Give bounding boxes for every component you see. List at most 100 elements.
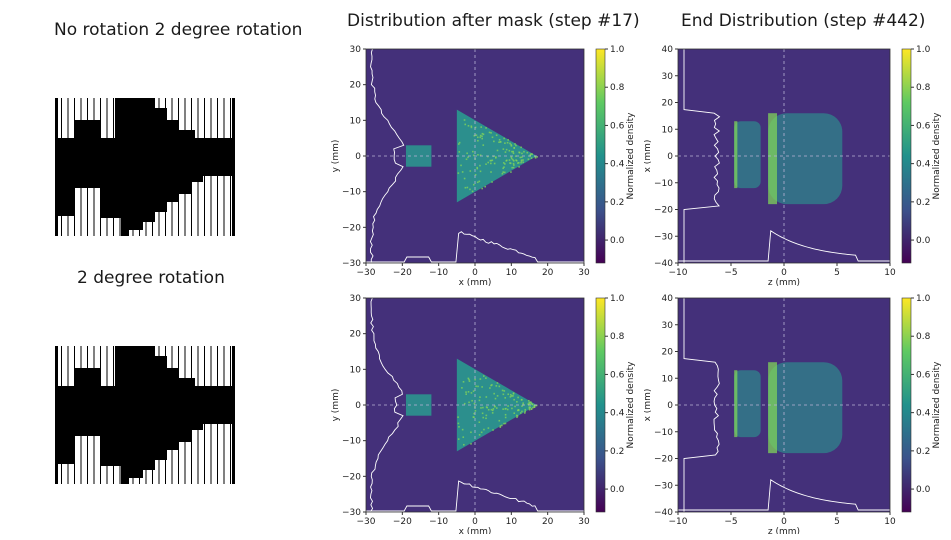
beam-speckle <box>499 426 502 428</box>
beam-speckle <box>492 429 494 431</box>
beam-speckle <box>517 409 520 412</box>
beam-speckle <box>478 399 481 402</box>
beam-speckle <box>532 406 534 409</box>
beam-speckle <box>495 407 498 409</box>
beam-speckle <box>501 172 504 175</box>
beam-speckle <box>457 438 460 440</box>
beam-speckle <box>495 156 497 158</box>
profile-left <box>683 298 720 512</box>
x-tick-label: 0 <box>781 517 787 527</box>
x-tick-label: 10 <box>884 517 896 527</box>
beam-square <box>405 145 432 167</box>
beam-speckle <box>512 166 515 169</box>
y-tick-label: −20 <box>342 223 361 233</box>
beam-speckle <box>489 387 491 389</box>
beam-speckle <box>511 166 513 169</box>
beam-speckle <box>470 125 473 128</box>
beam-speckle <box>458 151 461 153</box>
beam-speckle <box>502 393 505 396</box>
colorbar-tick-label: 0.2 <box>610 198 624 208</box>
beam-speckle <box>533 406 536 409</box>
beam-speckle <box>529 153 532 156</box>
beam-speckle <box>519 156 522 159</box>
colorbar-tick-label: 0.0 <box>610 236 625 246</box>
beam-speckle <box>489 159 492 162</box>
y-tick-label: −40 <box>654 259 673 269</box>
beam-speckle <box>518 166 520 168</box>
beam-speckle <box>505 159 508 162</box>
x-tick-label: 0 <box>472 268 478 278</box>
beam-speckle <box>512 150 514 153</box>
x-tick-label: −10 <box>429 517 448 527</box>
beam-speckle <box>521 156 523 158</box>
beam-speckle <box>505 148 508 151</box>
beam-speckle <box>502 148 505 150</box>
y-tick-label: 10 <box>662 374 674 384</box>
beam-speckle <box>521 405 523 407</box>
beam-speckle <box>482 144 485 146</box>
colorbar <box>595 48 606 264</box>
mask-top-plot: −30 −20 −10 0 10 20 30 −30 −20 −10 0 10 20 30 x (mm) y … <box>331 45 636 288</box>
x-tick-label: 30 <box>578 268 590 278</box>
y-tick-label: 0 <box>667 401 673 411</box>
beam-speckle <box>485 414 488 417</box>
mask-distribution-title: Distribution after mask (step #17) <box>347 11 640 31</box>
beam-speckle <box>479 134 482 137</box>
beam-speckle <box>504 397 507 399</box>
beam-speckle <box>467 377 470 380</box>
y-tick-label: 10 <box>350 365 362 375</box>
beam-speckle <box>513 164 515 166</box>
beam-speckle <box>514 143 516 145</box>
beam-speckle <box>458 141 461 144</box>
beam-speckle <box>528 402 531 405</box>
end-top-plot: −10 −5 0 5 10 −40 −30 −20 −10 0 10 20 30 40 z (mm) x (m… <box>644 45 942 288</box>
beam-speckle <box>478 180 481 183</box>
colorbar-tick-label: 0.0 <box>610 485 625 495</box>
y-tick-label: −30 <box>654 481 673 491</box>
beam-speckle <box>522 161 524 164</box>
beam-speckle <box>478 434 481 436</box>
beam-speckle <box>474 173 477 176</box>
y-tick-label: 10 <box>662 125 674 135</box>
beam-speckle <box>474 410 477 412</box>
beam-speckle <box>463 443 465 446</box>
beam-speckle <box>510 156 513 158</box>
beam-speckle <box>510 143 512 146</box>
beam-speckle <box>515 144 517 147</box>
beam-speckle <box>511 407 513 410</box>
beam-speckle <box>481 137 483 140</box>
beam-speckle <box>520 161 522 164</box>
colorbar-tick-label: 0.2 <box>916 447 930 457</box>
beam-speckle <box>473 412 475 415</box>
beam-speckle <box>468 378 470 381</box>
mask-right-border <box>232 98 235 236</box>
y-tick-label: 30 <box>662 72 674 82</box>
beam-speckle <box>478 421 481 424</box>
x-tick-label: −10 <box>669 517 688 527</box>
y-tick-label: 40 <box>662 294 674 304</box>
beam-speckle <box>502 167 504 170</box>
beam-speckle <box>482 416 485 419</box>
x-tick-label: −20 <box>393 517 412 527</box>
beam-speckle <box>464 123 467 126</box>
beam-speckle <box>473 416 475 419</box>
beam-speckle <box>457 422 460 425</box>
colorbar <box>595 297 606 513</box>
x-tick-label: 30 <box>578 517 590 527</box>
beam-speckle <box>469 188 471 191</box>
beam-speckle <box>523 150 525 153</box>
profile-bottom <box>678 230 890 262</box>
beam-speckle <box>529 406 532 409</box>
colorbar-tick-label: 0.6 <box>916 370 931 380</box>
beam-speckle <box>502 162 505 164</box>
beam-speckle <box>467 124 470 127</box>
beam-speckle <box>492 408 495 410</box>
beam-speckle <box>524 408 527 411</box>
beam-speckle <box>480 431 483 434</box>
two-degree-rotation-heading: 2 degree rotation <box>77 268 225 288</box>
colorbar <box>901 297 912 513</box>
beam-speckle <box>462 381 465 383</box>
beam-speckle <box>528 406 531 408</box>
x-tick-label: −5 <box>724 517 737 527</box>
y-tick-label: −10 <box>654 428 673 438</box>
